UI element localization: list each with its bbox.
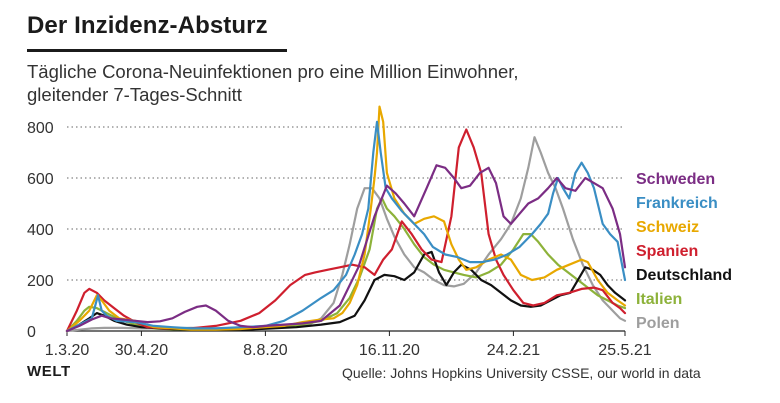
- y-tick-label: 400: [27, 222, 54, 239]
- subtitle-line-1: Tägliche Corona-Neuinfektionen pro eine …: [27, 61, 519, 82]
- series-line-schweden: [65, 164, 627, 333]
- y-axis-ticks: 0 200 400 600 800: [27, 120, 54, 341]
- x-tick-label: 30.4.20: [115, 342, 168, 359]
- legend: Schweden Frankreich Schweiz Spanien Deutschl…: [636, 171, 732, 332]
- subtitle-line-2: gleitender 7-Tages-Schnitt: [27, 84, 242, 105]
- series-line-schweiz: [65, 105, 627, 333]
- legend-item-schweden: Schweden: [636, 171, 715, 188]
- x-tick-label: 16.11.20: [359, 342, 420, 359]
- series-line-italien: [65, 197, 627, 333]
- title-underline: [27, 49, 287, 52]
- y-tick-label: 600: [27, 171, 54, 188]
- legend-item-schweiz: Schweiz: [636, 219, 699, 236]
- x-tick-label: 8.8.20: [243, 342, 288, 359]
- legend-item-frankreich: Frankreich: [636, 195, 718, 212]
- chart-title: Der Inzidenz-Absturz: [27, 12, 268, 39]
- brand-logo: WELT: [27, 363, 71, 380]
- source-note: Quelle: Johns Hopkins University CSSE, o…: [342, 365, 701, 381]
- series-lines: [65, 105, 627, 333]
- chart-subtitle: Tägliche Corona-Neuinfektionen pro eine …: [27, 60, 647, 106]
- x-tick-label: 1.3.20: [45, 342, 90, 359]
- x-tick-label: 24.2.21: [487, 342, 540, 359]
- gridlines: [67, 126, 625, 332]
- y-tick-label: 0: [27, 324, 36, 341]
- y-tick-label: 200: [27, 273, 54, 290]
- x-tick-label: 25.5.21: [598, 342, 651, 359]
- y-tick-label: 800: [27, 120, 54, 137]
- legend-item-deutschland: Deutschland: [636, 267, 732, 284]
- legend-item-spanien: Spanien: [636, 243, 698, 260]
- series-line-frankreich: [65, 120, 627, 333]
- legend-item-italien: Italien: [636, 291, 682, 308]
- legend-item-polen: Polen: [636, 315, 680, 332]
- x-axis-ticks: 1.3.20 30.4.20 8.8.20 16.11.20 24.2.21 25.5.2…: [45, 331, 652, 359]
